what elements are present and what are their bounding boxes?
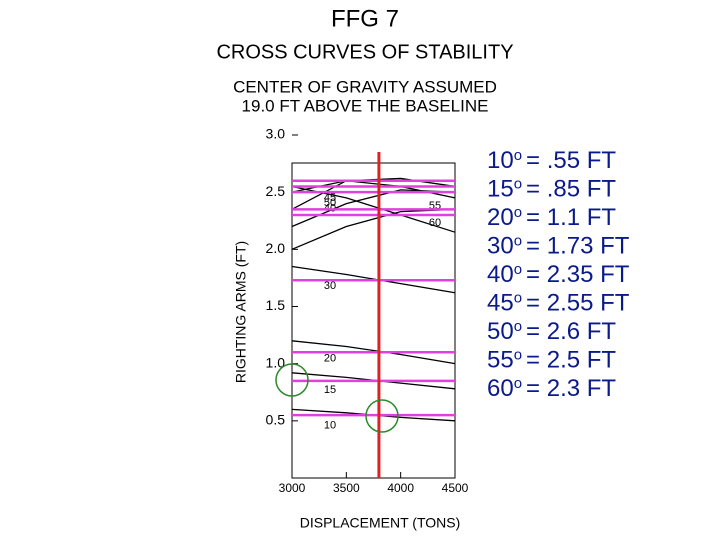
y-tick-label: 3.0 xyxy=(266,126,286,142)
x-tick-label: 4000 xyxy=(387,481,414,495)
curve-label: 20 xyxy=(324,353,336,365)
reading-degree: o xyxy=(514,147,522,164)
reading-value: = 2.55 FT xyxy=(526,290,630,317)
reading-value: = 1.73 FT xyxy=(526,233,630,260)
reading-degree: o xyxy=(514,261,522,278)
reading-value: = 2.6 FT xyxy=(526,318,616,345)
reading: 50o = 2.6 FT xyxy=(487,318,616,345)
reading-value: = .55 FT xyxy=(526,147,616,174)
reading: 15o = .85 FT xyxy=(487,175,616,202)
reading: 60o = 2.3 FT xyxy=(487,375,616,402)
reading-degree: o xyxy=(514,375,522,392)
reading-degree: o xyxy=(514,346,522,363)
reading-value: = 2.5 FT xyxy=(526,347,616,374)
reading: 10o = .55 FT xyxy=(487,147,616,174)
chart-subtitle: CROSS CURVES OF STABILITY xyxy=(216,41,513,63)
curve-label: 60 xyxy=(429,217,441,229)
reading-angle: 40 xyxy=(487,261,514,288)
y-tick-label: 0.5 xyxy=(266,412,286,428)
reading-degree: o xyxy=(514,204,522,221)
reading-angle: 15 xyxy=(487,176,514,203)
x-tick-label: 4500 xyxy=(442,481,469,495)
reading-degree: o xyxy=(514,289,522,306)
note-line: CENTER OF GRAVITY ASSUMED xyxy=(233,77,497,96)
note-line: 19.0 FT ABOVE THE BASELINE xyxy=(242,96,489,115)
y-tick-label: 1.0 xyxy=(266,354,286,370)
x-tick-label: 3500 xyxy=(333,481,360,495)
reading-angle: 50 xyxy=(487,318,514,345)
curve-label: 15 xyxy=(324,384,336,396)
y-tick-label: 1.5 xyxy=(266,297,286,313)
chart-title: FFG 7 xyxy=(331,5,399,32)
y-tick-label: 2.0 xyxy=(266,240,286,256)
reading-degree: o xyxy=(514,175,522,192)
curve-label: 30 xyxy=(324,280,336,292)
y-axis-label: RIGHTING ARMS (FT) xyxy=(233,241,249,383)
reading-degree: o xyxy=(514,318,522,335)
reading-angle: 10 xyxy=(487,147,514,174)
reading-value: = .85 FT xyxy=(526,176,616,203)
reading-value: = 2.3 FT xyxy=(526,375,616,402)
reading-angle: 60 xyxy=(487,375,514,402)
reading-degree: o xyxy=(514,232,522,249)
reading: 30o = 1.73 FT xyxy=(487,232,630,259)
curve xyxy=(291,340,456,365)
curve-label: 50 xyxy=(324,197,336,209)
y-tick-label: 2.5 xyxy=(266,183,286,199)
x-axis-label: DISPLACEMENT (TONS) xyxy=(300,515,461,531)
plot-frame xyxy=(291,162,456,479)
reading: 20o = 1.1 FT xyxy=(487,204,616,231)
reading-angle: 55 xyxy=(487,347,514,374)
reading-angle: 20 xyxy=(487,204,514,231)
reading-value: = 2.35 FT xyxy=(526,261,630,288)
reading: 45o = 2.55 FT xyxy=(487,289,630,316)
reading: 40o = 2.35 FT xyxy=(487,261,630,288)
curve-label: 45 xyxy=(324,192,336,204)
curve-label: 10 xyxy=(324,420,336,432)
reading: 55o = 2.5 FT xyxy=(487,346,616,373)
reading-angle: 45 xyxy=(487,290,514,317)
highlight-circle xyxy=(275,363,309,397)
reading-angle: 30 xyxy=(487,233,514,260)
reading-value: = 1.1 FT xyxy=(526,204,616,231)
highlight-circle xyxy=(365,399,399,433)
x-tick-label: 3000 xyxy=(279,481,306,495)
